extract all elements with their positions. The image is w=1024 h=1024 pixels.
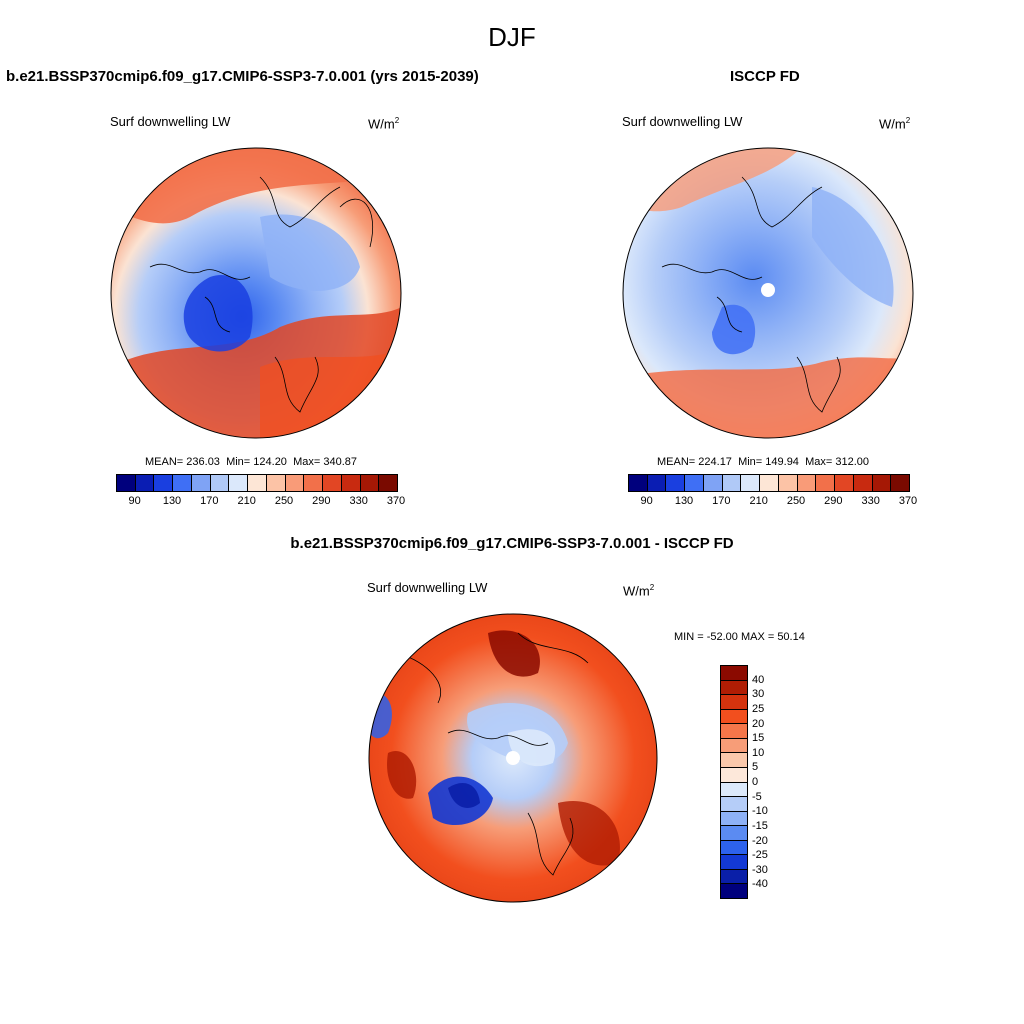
colorbar-model-swatch <box>341 475 361 491</box>
colorbar-model-swatch <box>135 475 155 491</box>
variable-label-diff: Surf downwelling LW <box>367 580 488 595</box>
colorbar-model-swatch <box>229 475 249 491</box>
colorbar-diff-swatch <box>721 797 747 812</box>
units-label-diff: W/m2 <box>623 583 655 599</box>
colorbar-diff-tick-label: -20 <box>752 834 768 847</box>
colorbar-diff-swatch <box>721 695 747 710</box>
colorbar-diff-tick-label: 15 <box>752 732 765 745</box>
colorbar-obs-swatch <box>722 475 742 491</box>
units-label-obs: W/m2 <box>879 116 911 132</box>
colorbar-obs-swatch <box>666 475 686 491</box>
main-title: DJF <box>488 22 536 52</box>
colorbar-model-swatch <box>285 475 305 491</box>
colorbar-obs-swatch <box>685 475 704 491</box>
colorbar-model-swatch <box>266 475 286 491</box>
colorbar-diff-swatch <box>721 753 747 768</box>
colorbar-diff-swatch <box>721 826 747 841</box>
colorbar-model-swatch <box>117 475 136 491</box>
colorbar-diff-tick-label: -15 <box>752 819 768 832</box>
polar-map-model <box>110 147 402 439</box>
variable-label-obs: Surf downwelling LW <box>622 114 743 129</box>
colorbar-diff-swatch <box>721 855 747 870</box>
colorbar-model-tick-label: 330 <box>349 495 368 507</box>
colorbar-model-swatch <box>304 475 324 491</box>
units-label-model: W/m2 <box>368 116 400 132</box>
colorbar-diff-swatch <box>721 884 747 898</box>
colorbar-diff-tick-label: 0 <box>752 776 759 788</box>
colorbar-obs-swatch <box>629 475 648 491</box>
colorbar-diff-tick-label: 25 <box>752 702 765 715</box>
colorbar-obs-tick-label: 130 <box>674 495 694 507</box>
colorbar-diff-swatch <box>721 840 747 856</box>
colorbar-diff-tick-label: -30 <box>752 863 768 876</box>
colorbar-diff-swatch <box>721 811 747 827</box>
colorbar-ticks-model: 90 130 170 210 250 290 330 370 <box>116 495 406 509</box>
colorbar-diff-tick-label: -40 <box>752 878 768 891</box>
colorbar-model-tick-label: 250 <box>274 495 294 507</box>
colorbar-model-tick-label: 90 <box>128 495 141 507</box>
colorbar-diff-swatch <box>721 666 747 681</box>
colorbar-obs-swatch <box>760 475 779 491</box>
colorbar-diff-tick-label: -10 <box>752 805 768 818</box>
colorbar-obs <box>628 474 910 492</box>
colorbar-obs-swatch <box>703 475 723 491</box>
colorbar-model-tick-label: 370 <box>386 495 406 507</box>
colorbar-model-swatch <box>379 475 398 491</box>
colorbar-obs-tick-label: 330 <box>861 495 880 507</box>
colorbar-diff-swatch <box>721 680 747 696</box>
colorbar-diff-tick-label: 30 <box>752 688 765 701</box>
colorbar-diff-swatch <box>721 738 747 754</box>
colorbar-model-swatch <box>191 475 211 491</box>
colorbar-obs-tick-label: 250 <box>786 495 806 507</box>
colorbar-diff-tick-label: 10 <box>752 746 765 759</box>
panel-title-obs: ISCCP FD <box>730 68 800 85</box>
colorbar-model <box>116 474 398 492</box>
colorbar-obs-tick-label: 90 <box>640 495 653 507</box>
colorbar-diff <box>720 665 748 899</box>
colorbar-model-swatch <box>154 475 174 491</box>
colorbar-obs-tick-label: 210 <box>749 495 768 507</box>
colorbar-obs-tick-label: 170 <box>712 495 731 507</box>
colorbar-model-swatch <box>248 475 267 491</box>
colorbar-ticks-obs: 90 130 170 210 250 290 330 370 <box>628 495 918 509</box>
colorbar-model-tick-label: 170 <box>200 495 219 507</box>
variable-label-model: Surf downwelling LW <box>110 114 231 129</box>
colorbar-model-tick-label: 290 <box>312 495 331 507</box>
colorbar-model-tick-label: 210 <box>237 495 256 507</box>
colorbar-obs-swatch <box>835 475 854 491</box>
panel-title-model: b.e21.BSSP370cmip6.f09_g17.CMIP6-SSP3-7.… <box>6 68 479 85</box>
colorbar-model-tick-label: 130 <box>162 495 182 507</box>
colorbar-diff-tick-label: 5 <box>752 761 759 774</box>
colorbar-ticks-diff: 40 30 25 20 15 10 5 0 -5 -10 -15 -20 -25 -30 -40 <box>752 665 782 899</box>
colorbar-diff-swatch <box>721 869 747 885</box>
minmax-diff: MIN = -52.00 MAX = 50.14 <box>674 631 805 643</box>
polar-map-diff <box>368 613 658 903</box>
colorbar-model-swatch <box>360 475 380 491</box>
polar-map-obs <box>622 147 914 439</box>
colorbar-obs-swatch <box>891 475 910 491</box>
colorbar-obs-swatch <box>872 475 892 491</box>
colorbar-obs-swatch <box>741 475 761 491</box>
colorbar-obs-swatch <box>816 475 836 491</box>
stats-model: MEAN= 236.03 Min= 124.20 Max= 340.87 <box>145 456 357 468</box>
colorbar-diff-tick-label: -5 <box>752 790 762 803</box>
colorbar-obs-swatch <box>797 475 817 491</box>
colorbar-diff-tick-label: -25 <box>752 849 768 862</box>
colorbar-diff-swatch <box>721 767 747 783</box>
colorbar-model-swatch <box>323 475 342 491</box>
colorbar-model-swatch <box>173 475 192 491</box>
colorbar-obs-swatch <box>647 475 667 491</box>
stats-obs: MEAN= 224.17 Min= 149.94 Max= 312.00 <box>657 456 869 468</box>
colorbar-obs-tick-label: 370 <box>898 495 918 507</box>
colorbar-diff-tick-label: 40 <box>752 673 765 686</box>
colorbar-diff-swatch <box>721 782 747 798</box>
colorbar-diff-swatch <box>721 724 747 739</box>
colorbar-obs-swatch <box>778 475 798 491</box>
colorbar-obs-swatch <box>853 475 873 491</box>
colorbar-diff-swatch <box>721 709 747 725</box>
colorbar-diff-tick-label: 20 <box>752 717 765 730</box>
panel-title-diff: b.e21.BSSP370cmip6.f09_g17.CMIP6-SSP3-7.… <box>290 535 734 552</box>
colorbar-obs-tick-label: 290 <box>824 495 843 507</box>
colorbar-model-swatch <box>210 475 230 491</box>
